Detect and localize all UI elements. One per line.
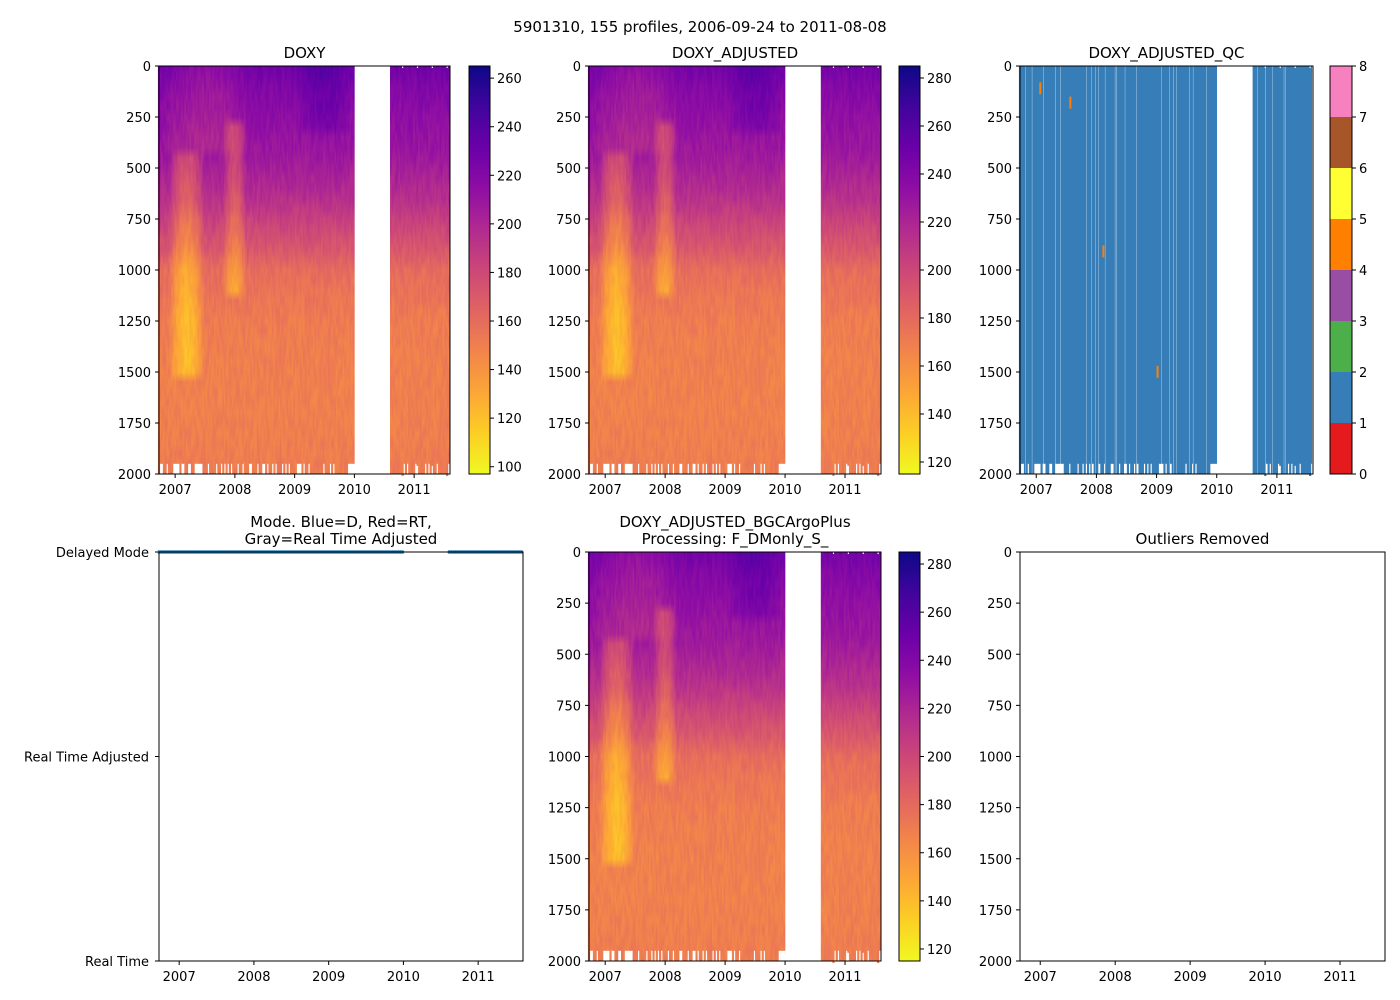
figure: 5901310, 155 profiles, 2006-09-24 to 201… — [24, 18, 1386, 985]
